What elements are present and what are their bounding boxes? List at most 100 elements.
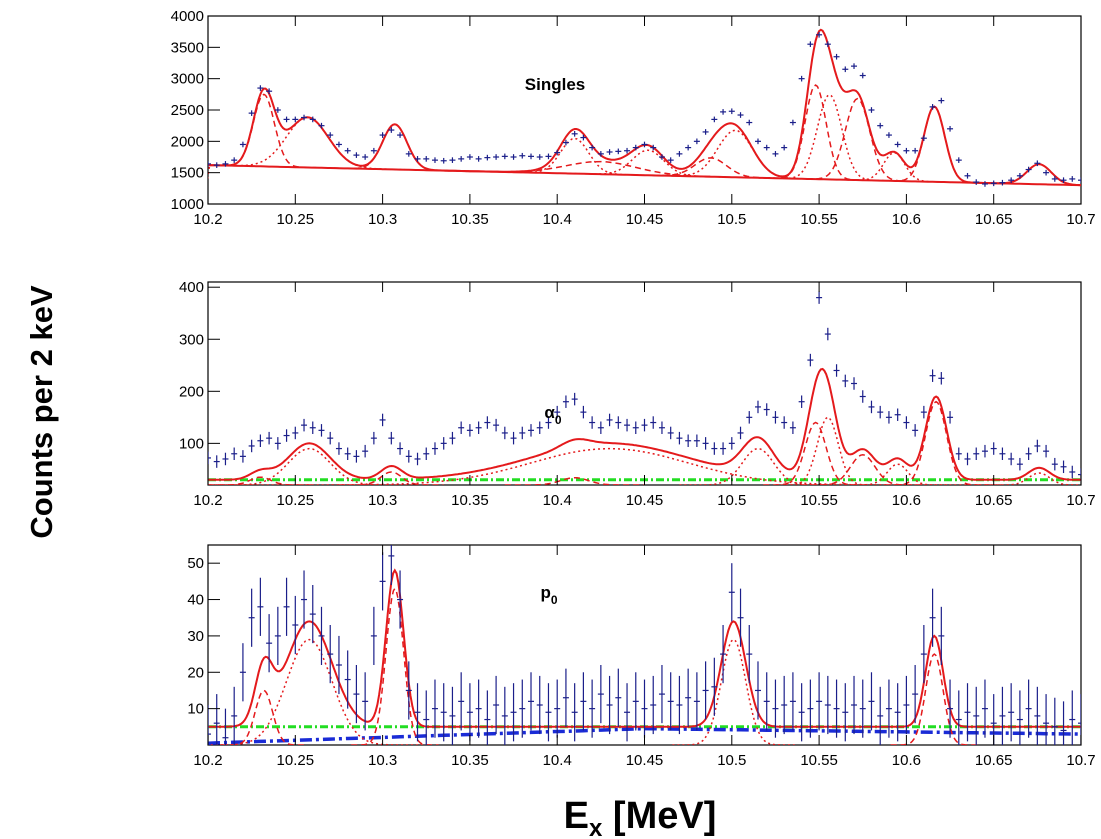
data-point (589, 679, 596, 738)
data-point (929, 588, 936, 647)
data-point (641, 679, 648, 738)
data-point (475, 156, 482, 162)
data-point (589, 416, 596, 429)
data-point (362, 672, 369, 731)
data-point (711, 442, 718, 455)
data-point (1016, 457, 1023, 471)
data-point (388, 545, 395, 585)
peak-component-10 (883, 400, 989, 485)
data-point (239, 643, 246, 702)
data-point (239, 450, 246, 463)
data-point (955, 690, 962, 745)
data-point (606, 675, 613, 735)
data-point (763, 403, 770, 416)
data-point (964, 452, 971, 466)
panel-label-main: Singles (525, 75, 585, 94)
y-tick-label: 1500 (171, 165, 204, 182)
x-tick-label: 10.2 (193, 492, 222, 509)
data-point (833, 364, 840, 377)
data-point (571, 683, 578, 742)
data-point (685, 668, 692, 727)
data-point (405, 661, 412, 720)
data-point (510, 154, 517, 160)
data-point (999, 447, 1006, 461)
data-point (1034, 439, 1041, 453)
data-point (1025, 447, 1032, 461)
data-point (493, 675, 500, 735)
data-point (266, 614, 273, 673)
data-point (1016, 172, 1023, 179)
data-point (685, 434, 692, 448)
data-point (667, 157, 674, 163)
data-point (833, 679, 840, 738)
peak-component-1 (208, 638, 423, 745)
data-point (397, 132, 404, 138)
data-point (798, 395, 805, 408)
data-point (414, 683, 421, 742)
data-point (283, 116, 290, 123)
data-point (1016, 690, 1023, 745)
data-point (781, 416, 788, 429)
data-point (388, 431, 395, 445)
data-point (1008, 683, 1015, 742)
data-point (606, 149, 613, 155)
data-point (545, 683, 552, 742)
data-point (423, 690, 430, 745)
data-point (885, 411, 892, 424)
data-point (807, 679, 814, 738)
panel-label: p0 (540, 583, 557, 607)
x-tick-label: 10.4 (543, 211, 572, 228)
data-point (1025, 166, 1032, 173)
peak-component-4 (426, 160, 776, 179)
data-point (519, 679, 526, 738)
data-point (449, 157, 456, 163)
data-point (658, 154, 665, 160)
data-point (658, 421, 665, 434)
data-point (1008, 177, 1015, 184)
data-point (318, 606, 325, 665)
peak-component-9 (768, 93, 891, 182)
data-point (702, 437, 709, 450)
data-point (737, 426, 744, 440)
data-point (737, 112, 744, 118)
data-point (528, 153, 535, 160)
data-point (597, 151, 604, 157)
y-tick-label: 300 (179, 331, 204, 348)
data-point (720, 625, 727, 684)
data-point (510, 683, 517, 742)
data-point (353, 665, 360, 724)
data-point (868, 672, 875, 731)
data-point (309, 585, 316, 644)
data-point (571, 130, 578, 137)
data-point (667, 426, 674, 440)
panel-label-main: α (544, 403, 555, 422)
data-point (938, 606, 945, 665)
data-point (283, 429, 290, 442)
y-tick-label: 10 (187, 701, 204, 718)
data-point (851, 377, 858, 390)
data-point (693, 672, 700, 731)
data-point (327, 132, 334, 138)
data-point (798, 75, 805, 82)
data-point (580, 405, 587, 419)
data-point (440, 157, 447, 164)
data-point (667, 672, 674, 731)
data-point (947, 679, 954, 738)
data-point (222, 161, 229, 167)
data-point (1008, 452, 1015, 466)
data-point (208, 451, 211, 465)
x-tick-label: 10.6 (892, 492, 921, 509)
data-point (868, 400, 875, 414)
peak-component-10 (796, 97, 919, 183)
data-point (466, 154, 473, 160)
data-point (484, 416, 491, 429)
data-point (309, 116, 316, 123)
data-point (615, 416, 622, 429)
y-tick-label: 4000 (171, 8, 204, 25)
data-point (789, 421, 796, 434)
data-point (1078, 468, 1081, 481)
data-point (772, 151, 779, 157)
data-point (1034, 160, 1041, 167)
data-point (728, 437, 735, 450)
